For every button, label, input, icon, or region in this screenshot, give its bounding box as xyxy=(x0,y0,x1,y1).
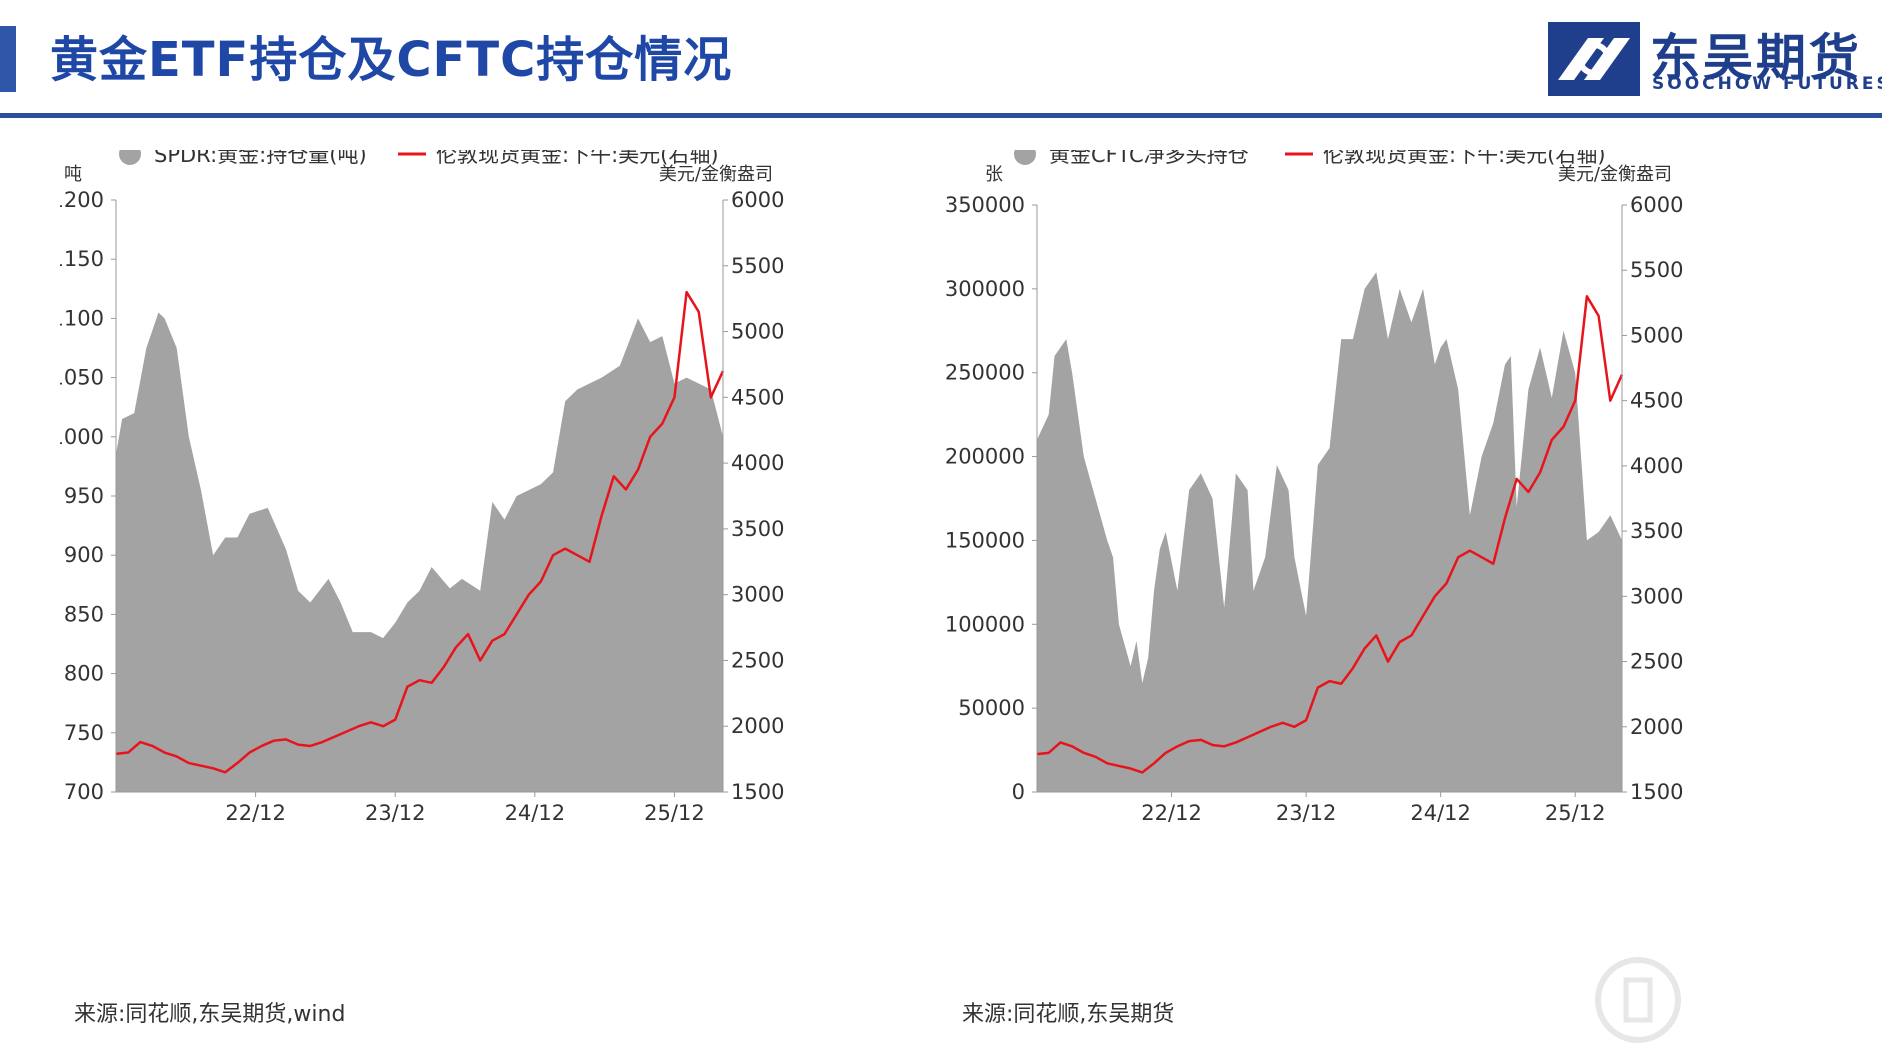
right-tick-label: 5000 xyxy=(731,320,784,344)
left-tick-label: 250000 xyxy=(945,361,1025,385)
x-tick-label: 22/12 xyxy=(225,801,286,825)
page-title: 黄金ETF持仓及CFTC持仓情况 xyxy=(50,32,733,88)
left-tick-label: 950 xyxy=(64,484,104,508)
right-tick-label: 1500 xyxy=(731,780,784,804)
logo-english-name: SOOCHOW FUTURES xyxy=(1652,74,1882,94)
left-tick-label: 150000 xyxy=(945,528,1025,552)
right-tick-label: 2500 xyxy=(1630,650,1683,674)
line-series-gold-price xyxy=(115,290,725,774)
x-tick-label: 23/12 xyxy=(365,801,426,825)
x-tick-label: 25/12 xyxy=(644,801,705,825)
watermark-logo-icon xyxy=(1595,957,1681,1043)
left-tick-label: 300000 xyxy=(945,277,1025,301)
left-tick-label: 850 xyxy=(64,602,104,626)
source-note-left: 来源:同花顺,东吴期货,wind xyxy=(74,1002,346,1027)
left-tick-label: 0 xyxy=(1012,780,1025,804)
left-tick-label: 350000 xyxy=(945,193,1025,217)
area-series-holdings xyxy=(1037,272,1622,793)
legend-area-swatch xyxy=(1014,143,1036,165)
left-tick-label: 800 xyxy=(64,662,104,686)
left-tick-label: 1200 xyxy=(60,188,104,212)
x-tick-label: 23/12 xyxy=(1276,801,1337,825)
left-tick-label: 900 xyxy=(64,543,104,567)
chart-panel-spdr: SPDR:黄金:持仓量(吨)伦敦现货黄金:下午:美元(右轴)吨美元/金衡盎司12… xyxy=(51,143,960,1050)
title-accent-bar xyxy=(0,26,16,92)
legend-area-label: 黄金CFTC净多头持仓 xyxy=(1049,150,1249,167)
right-tick-label: 4000 xyxy=(731,451,784,475)
right-tick-label: 5000 xyxy=(1630,323,1683,347)
left-tick-label: 1150 xyxy=(60,247,104,271)
right-tick-label: 3000 xyxy=(731,583,784,607)
chart-panel-cftc: 黄金CFTC净多头持仓 伦敦现货黄金:下午:美元(右轴) 张美元/金衡盎司 35000… xyxy=(945,143,1845,1050)
line-series-gold-price xyxy=(1036,295,1624,774)
logo-mark-icon xyxy=(1548,22,1640,96)
right-tick-label: 3000 xyxy=(1630,584,1683,608)
right-tick-label: 2500 xyxy=(731,648,784,672)
logo-chinese-name: 东吴期货 xyxy=(1650,29,1862,87)
left-tick-label: 200000 xyxy=(945,445,1025,469)
chart-spdr-holdings: SPDR:黄金:持仓量(吨)伦敦现货黄金:下午:美元(右轴)吨美元/金衡盎司12… xyxy=(51,143,784,825)
right-tick-label: 5500 xyxy=(731,254,784,278)
right-axis-unit: 美元/金衡盎司 xyxy=(1558,164,1672,185)
x-tick-label: 22/12 xyxy=(1141,801,1202,825)
x-tick-label: 25/12 xyxy=(1545,801,1606,825)
left-tick-label: 1050 xyxy=(60,366,104,390)
left-tick-label: 50000 xyxy=(958,696,1025,720)
right-tick-label: 5500 xyxy=(1630,258,1683,282)
legend-area-swatch xyxy=(119,143,141,165)
right-tick-label: 6000 xyxy=(731,188,784,212)
right-axis-unit: 美元/金衡盎司 xyxy=(659,164,773,185)
left-tick-label: 750 xyxy=(64,721,104,745)
company-logo: 东吴期货 SOOCHOW FUTURES xyxy=(1548,18,1882,98)
right-tick-label: 3500 xyxy=(1630,519,1683,543)
area-series-holdings xyxy=(116,312,723,792)
legend-area-label: SPDR:黄金:持仓量(吨) xyxy=(154,150,367,167)
left-tick-label: 100000 xyxy=(945,612,1025,636)
right-tick-label: 4000 xyxy=(1630,454,1683,478)
left-axis-unit: 张 xyxy=(985,164,1003,185)
left-tick-label: 700 xyxy=(64,780,104,804)
source-note-right: 来源:同花顺,东吴期货 xyxy=(962,1002,1175,1027)
header-divider xyxy=(0,113,1882,118)
right-tick-label: 4500 xyxy=(731,385,784,409)
x-tick-label: 24/12 xyxy=(1410,801,1471,825)
right-tick-label: 2000 xyxy=(1630,715,1683,739)
right-tick-label: 4500 xyxy=(1630,389,1683,413)
left-axis-unit: 吨 xyxy=(64,164,82,185)
chart-cftc-net-long: 黄金CFTC净多头持仓 伦敦现货黄金:下午:美元(右轴)张 美元/金衡盎司35000… xyxy=(945,143,1683,825)
left-tick-label: 1000 xyxy=(60,425,104,449)
left-tick-label: 1100 xyxy=(60,306,104,330)
right-tick-label: 6000 xyxy=(1630,193,1683,217)
x-tick-label: 24/12 xyxy=(505,801,566,825)
right-tick-label: 1500 xyxy=(1630,780,1683,804)
right-tick-label: 2000 xyxy=(731,714,784,738)
right-tick-label: 3500 xyxy=(731,517,784,541)
